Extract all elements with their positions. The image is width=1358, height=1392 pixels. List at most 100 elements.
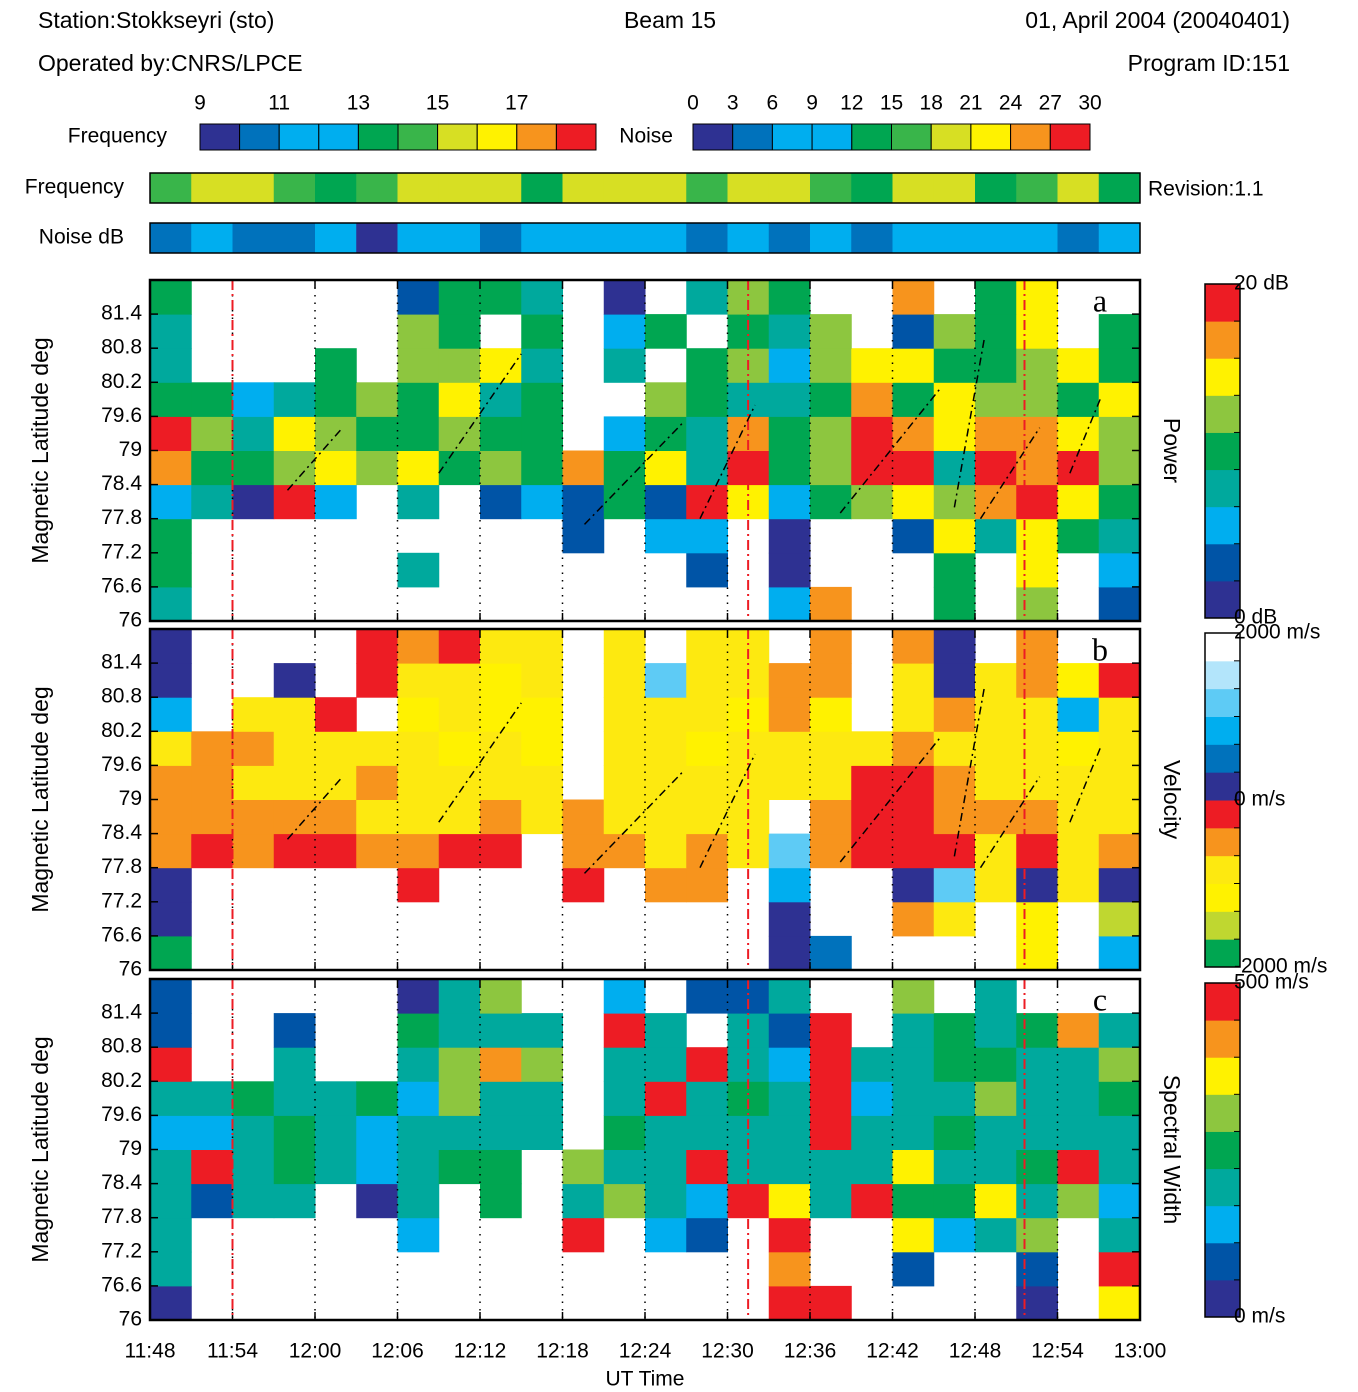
cell xyxy=(150,1149,192,1185)
strip-cell xyxy=(397,173,440,203)
cell xyxy=(150,935,192,971)
y-tick-label: 76 xyxy=(119,609,142,632)
cell xyxy=(1016,901,1058,937)
cell xyxy=(810,833,852,869)
legend-swatch xyxy=(970,123,1012,151)
cell xyxy=(645,697,687,732)
cell xyxy=(356,629,398,664)
fit-line xyxy=(1069,748,1101,823)
cell xyxy=(397,1149,440,1185)
legend-tick-label: 15 xyxy=(426,92,449,115)
x-tick-label: 11:48 xyxy=(125,1340,176,1363)
cell xyxy=(480,1115,522,1150)
cell xyxy=(810,416,852,451)
cell xyxy=(356,731,398,766)
colorbar-label: 0 m/s xyxy=(1234,788,1285,811)
cell xyxy=(438,1081,481,1116)
cell xyxy=(356,450,398,486)
cell xyxy=(1016,765,1058,800)
cell xyxy=(232,731,275,766)
strip-cell xyxy=(521,223,563,253)
cell xyxy=(933,1183,976,1219)
cell xyxy=(603,833,646,869)
cell xyxy=(686,731,728,766)
cell xyxy=(150,697,192,732)
cell xyxy=(686,1149,728,1185)
cell xyxy=(1057,518,1100,554)
y-tick-label: 78.4 xyxy=(101,472,142,495)
cell xyxy=(768,586,811,622)
cell xyxy=(273,731,316,766)
legend-tick-label: 24 xyxy=(999,92,1023,115)
cell xyxy=(1057,484,1100,520)
cell xyxy=(480,1081,522,1116)
cell xyxy=(1098,867,1141,903)
cell xyxy=(232,450,275,486)
fit-line xyxy=(1069,399,1101,474)
cell xyxy=(232,416,275,451)
cell xyxy=(1016,1013,1058,1048)
cell xyxy=(603,629,646,664)
cell xyxy=(562,799,605,835)
cell xyxy=(686,799,728,835)
cell xyxy=(1098,1217,1141,1253)
cell xyxy=(975,731,1017,766)
cell xyxy=(315,382,357,417)
cell xyxy=(810,663,852,698)
cell xyxy=(191,799,233,835)
cell xyxy=(273,765,316,800)
cell xyxy=(603,1115,646,1150)
fit-line xyxy=(286,776,344,840)
x-tick-label: 11:54 xyxy=(207,1340,258,1363)
colorbar-label: -2000 m/s xyxy=(1234,955,1327,978)
y-tick-label: 76.6 xyxy=(101,574,142,597)
cell xyxy=(1057,1183,1100,1219)
cell xyxy=(356,663,398,698)
cell xyxy=(397,697,440,732)
cell xyxy=(810,799,852,835)
cell xyxy=(150,979,192,1014)
strip-cell xyxy=(1016,223,1058,253)
fit-line xyxy=(839,387,942,514)
legend-swatch xyxy=(771,123,813,151)
x-tick-label: 12:36 xyxy=(784,1340,837,1363)
cell xyxy=(851,348,893,383)
cell xyxy=(273,833,316,869)
cell xyxy=(1098,1115,1141,1150)
cell xyxy=(768,450,811,486)
cell xyxy=(315,348,357,383)
cell xyxy=(232,1081,275,1116)
cell xyxy=(397,348,440,383)
cell xyxy=(1057,663,1100,698)
cell xyxy=(603,348,646,383)
cell xyxy=(645,799,687,835)
cell xyxy=(521,416,563,451)
cell xyxy=(1016,663,1058,698)
date: 01, April 2004 (20040401) xyxy=(1025,7,1290,33)
cell xyxy=(1098,348,1141,383)
cell xyxy=(768,348,811,383)
cell xyxy=(892,1149,935,1185)
x-tick-label: 12:24 xyxy=(619,1340,672,1363)
colorbar-swatch xyxy=(1205,983,1240,1021)
legend-swatch xyxy=(891,123,932,151)
cell xyxy=(150,1285,192,1321)
cell xyxy=(1057,833,1100,869)
colorbar-swatch xyxy=(1205,772,1240,801)
cell xyxy=(1098,1013,1141,1048)
cell xyxy=(1016,416,1058,451)
program: Program ID:151 xyxy=(1128,50,1290,76)
x-tick-label: 12:30 xyxy=(701,1340,754,1363)
strip-cell xyxy=(645,223,687,253)
cell xyxy=(438,1013,481,1048)
cell xyxy=(686,1047,728,1082)
cell xyxy=(810,731,852,766)
cell xyxy=(562,1217,605,1253)
cell xyxy=(480,280,522,315)
y-tick-label: 80.8 xyxy=(101,336,142,359)
strip-cell xyxy=(686,173,728,203)
cell xyxy=(438,1115,481,1150)
legend-swatch xyxy=(239,123,280,151)
cell xyxy=(191,416,233,451)
cell xyxy=(562,867,605,903)
